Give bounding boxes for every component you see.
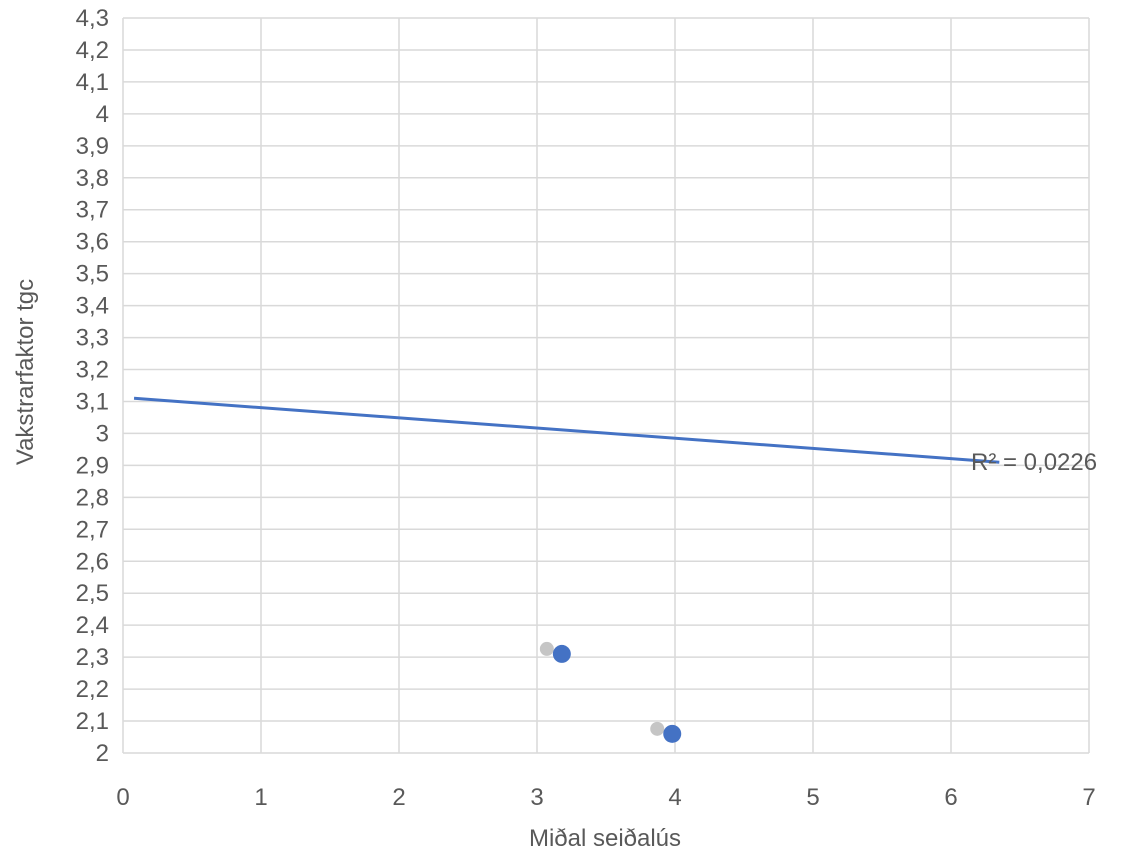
x-tick-label: 4 bbox=[668, 784, 681, 811]
y-axis-title: Vakstrarfaktor tgc bbox=[12, 279, 39, 465]
y-tick-label: 4 bbox=[96, 101, 109, 128]
x-tick-label: 6 bbox=[944, 784, 957, 811]
y-tick-label: 2,6 bbox=[76, 548, 109, 575]
tick-labels: 2 2,1 2,2 2,3 2,4 2,5 2,6 2,7 2,8 2,9 3 3,1 3,2 3,3 3,… bbox=[76, 5, 1096, 811]
x-tick-label: 3 bbox=[530, 784, 543, 811]
data-point-shadow bbox=[650, 721, 665, 736]
x-axis-title: Miðal seiðalús bbox=[529, 825, 681, 852]
y-tick-label: 2,3 bbox=[76, 644, 109, 671]
x-tick-label: 2 bbox=[392, 784, 405, 811]
grid-layer bbox=[122, 17, 1090, 754]
y-tick-label: 3,5 bbox=[76, 261, 109, 288]
y-tick-label: 3,9 bbox=[76, 133, 109, 160]
y-tick-label: 3,7 bbox=[76, 197, 109, 224]
y-tick-label: 3,3 bbox=[76, 325, 109, 352]
trendline bbox=[133, 396, 1000, 464]
y-tick-label: 3,8 bbox=[76, 165, 109, 192]
y-tick-label: 2,9 bbox=[76, 452, 109, 479]
y-tick-label: 4,2 bbox=[76, 37, 109, 64]
y-tick-label: 2,2 bbox=[76, 676, 109, 703]
x-tick-label: 0 bbox=[116, 784, 129, 811]
y-tick-label: 3,1 bbox=[76, 388, 109, 415]
y-tick-label: 3 bbox=[96, 420, 109, 447]
x-tick-label: 7 bbox=[1082, 784, 1095, 811]
data-point bbox=[663, 724, 682, 743]
y-tick-label: 2 bbox=[96, 740, 109, 767]
y-tick-label: 2,7 bbox=[76, 516, 109, 543]
y-tick-label: 3,2 bbox=[76, 357, 109, 384]
y-tick-label: 2,8 bbox=[76, 484, 109, 511]
data-points bbox=[539, 641, 682, 743]
x-tick-label: 1 bbox=[254, 784, 267, 811]
y-tick-label: 2,4 bbox=[76, 612, 109, 639]
y-tick-label: 4,1 bbox=[76, 69, 109, 96]
trendline-layer bbox=[133, 396, 1000, 464]
x-tick-label: 5 bbox=[806, 784, 819, 811]
y-tick-label: 3,6 bbox=[76, 229, 109, 256]
y-tick-label: 3,4 bbox=[76, 293, 109, 320]
data-point bbox=[552, 644, 571, 663]
r-squared-label: R² = 0,0226 bbox=[971, 449, 1097, 476]
y-tick-label: 2,1 bbox=[76, 708, 109, 735]
data-point-shadow bbox=[539, 641, 554, 656]
y-tick-label: 2,5 bbox=[76, 580, 109, 607]
y-tick-label: 4,3 bbox=[76, 5, 109, 32]
